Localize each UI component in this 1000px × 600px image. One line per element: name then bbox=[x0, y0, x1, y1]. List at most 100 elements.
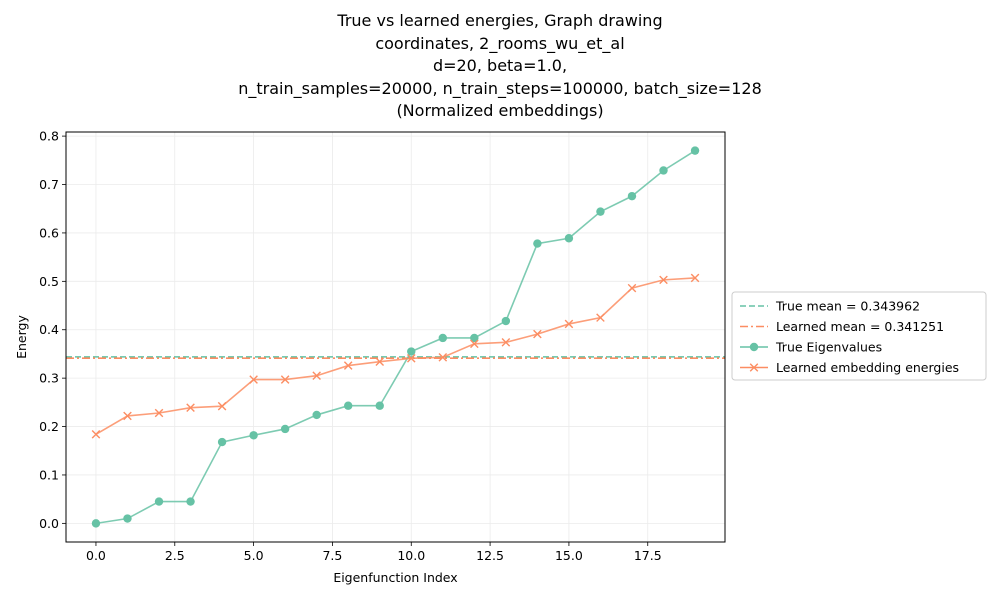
x-tick-label: 10.0 bbox=[397, 548, 425, 563]
marker-stroke bbox=[375, 357, 385, 366]
y-axis-label: Energy bbox=[14, 315, 29, 359]
data-point bbox=[217, 437, 227, 447]
data-point bbox=[375, 357, 385, 366]
marker-stroke bbox=[470, 339, 479, 349]
marker-stroke bbox=[438, 353, 448, 362]
data-point bbox=[280, 424, 290, 434]
marker-stroke bbox=[217, 401, 227, 411]
x-tick-label: 0.0 bbox=[86, 548, 106, 563]
data-point bbox=[690, 146, 700, 155]
marker-stroke bbox=[280, 375, 290, 384]
legend-marker bbox=[749, 342, 759, 352]
y-tick-label: 0.5 bbox=[39, 274, 59, 289]
marker-stroke bbox=[154, 408, 164, 418]
marker-stroke bbox=[596, 313, 605, 322]
legend-marker bbox=[749, 363, 759, 372]
series-line bbox=[95, 277, 696, 435]
data-point bbox=[91, 430, 101, 439]
data-point bbox=[249, 431, 258, 440]
legend-entry: True Eigenvalues bbox=[740, 340, 882, 355]
data-point bbox=[501, 338, 511, 347]
series-layer bbox=[91, 146, 700, 528]
x-tick-label: 2.5 bbox=[165, 548, 185, 563]
data-point bbox=[533, 329, 542, 339]
data-point bbox=[659, 166, 668, 175]
data-point bbox=[186, 497, 195, 506]
marker-stroke bbox=[91, 430, 101, 439]
data-point bbox=[280, 375, 290, 384]
data-point bbox=[627, 191, 637, 201]
data-point bbox=[533, 239, 542, 248]
series-line bbox=[95, 149, 696, 525]
data-point bbox=[438, 353, 448, 362]
data-point bbox=[123, 514, 132, 523]
data-point bbox=[154, 408, 164, 418]
y-tick-label: 0.2 bbox=[39, 419, 59, 434]
data-point bbox=[312, 410, 321, 420]
marker-stroke bbox=[533, 329, 542, 339]
y-tick-label: 0.8 bbox=[39, 129, 59, 144]
title-line: True vs learned energies, Graph drawing bbox=[337, 11, 663, 30]
data-point bbox=[154, 497, 164, 506]
marker-stroke bbox=[690, 273, 700, 283]
legend-entry: Learned mean = 0.341251 bbox=[740, 319, 944, 334]
marker-stroke bbox=[501, 338, 511, 347]
x-tick-label: 15.0 bbox=[555, 548, 583, 563]
marker-stroke bbox=[186, 403, 195, 412]
axis-ticks: 0.0 2.5 5.0 7.5 10.0 12.5 15.0 17.5 0.0 0.1 0.2 0.3… bbox=[39, 129, 662, 563]
data-point bbox=[627, 283, 637, 293]
x-tick-label: 12.5 bbox=[476, 548, 504, 563]
data-point bbox=[91, 519, 101, 528]
marker-stroke bbox=[659, 275, 668, 285]
data-point bbox=[659, 275, 668, 285]
data-point bbox=[596, 313, 605, 322]
title-line: (Normalized embeddings) bbox=[396, 101, 604, 120]
marker-stroke bbox=[123, 411, 132, 421]
x-tick-label: 17.5 bbox=[634, 548, 662, 563]
title-line: n_train_samples=20000, n_train_steps=100… bbox=[238, 78, 762, 98]
y-tick-label: 0.4 bbox=[39, 322, 59, 337]
marker-stroke bbox=[343, 361, 353, 370]
x-tick-label: 7.5 bbox=[322, 548, 342, 563]
legend-entry: True mean = 0.343962 bbox=[740, 299, 920, 314]
mean-lines bbox=[66, 356, 725, 359]
marker-stroke bbox=[564, 319, 574, 329]
y-tick-label: 0.0 bbox=[39, 516, 59, 531]
data-point bbox=[564, 234, 574, 243]
marker-stroke bbox=[627, 283, 637, 293]
y-tick-label: 0.7 bbox=[39, 177, 59, 192]
legend-entry: Learned embedding energies bbox=[740, 360, 959, 375]
marker-stroke bbox=[249, 375, 258, 384]
data-point bbox=[375, 401, 384, 410]
data-point bbox=[249, 375, 258, 384]
chart-title: True vs learned energies, Graph drawing … bbox=[0, 10, 1000, 123]
legend: True mean = 0.343962 Learned mean = 0.341… bbox=[731, 291, 987, 381]
data-point bbox=[406, 354, 416, 363]
data-point bbox=[690, 273, 700, 283]
legend-box bbox=[731, 291, 987, 381]
y-tick-label: 0.3 bbox=[39, 371, 59, 386]
data-point bbox=[564, 319, 574, 329]
y-tick-label: 0.6 bbox=[39, 225, 59, 240]
marker-stroke bbox=[312, 371, 321, 381]
data-point bbox=[123, 411, 132, 421]
legend-label: Learned mean = 0.341251 bbox=[776, 319, 944, 334]
data-point bbox=[217, 401, 227, 411]
data-point bbox=[343, 361, 353, 370]
data-point bbox=[501, 316, 511, 326]
data-point bbox=[438, 333, 447, 343]
title-line: coordinates, 2_rooms_wu_et_al bbox=[375, 33, 625, 53]
plot-frame bbox=[65, 131, 726, 543]
data-point bbox=[596, 207, 605, 216]
title-line: d=20, beta=1.0, bbox=[432, 56, 568, 75]
data-point bbox=[470, 339, 479, 349]
marker-stroke bbox=[406, 354, 416, 363]
data-point bbox=[312, 371, 321, 381]
y-tick-label: 0.1 bbox=[39, 467, 59, 482]
legend-label: True mean = 0.343962 bbox=[775, 299, 920, 314]
data-point bbox=[470, 333, 479, 343]
data-point bbox=[344, 401, 353, 410]
x-tick-label: 5.0 bbox=[244, 548, 264, 563]
legend-label: Learned embedding energies bbox=[776, 360, 959, 375]
